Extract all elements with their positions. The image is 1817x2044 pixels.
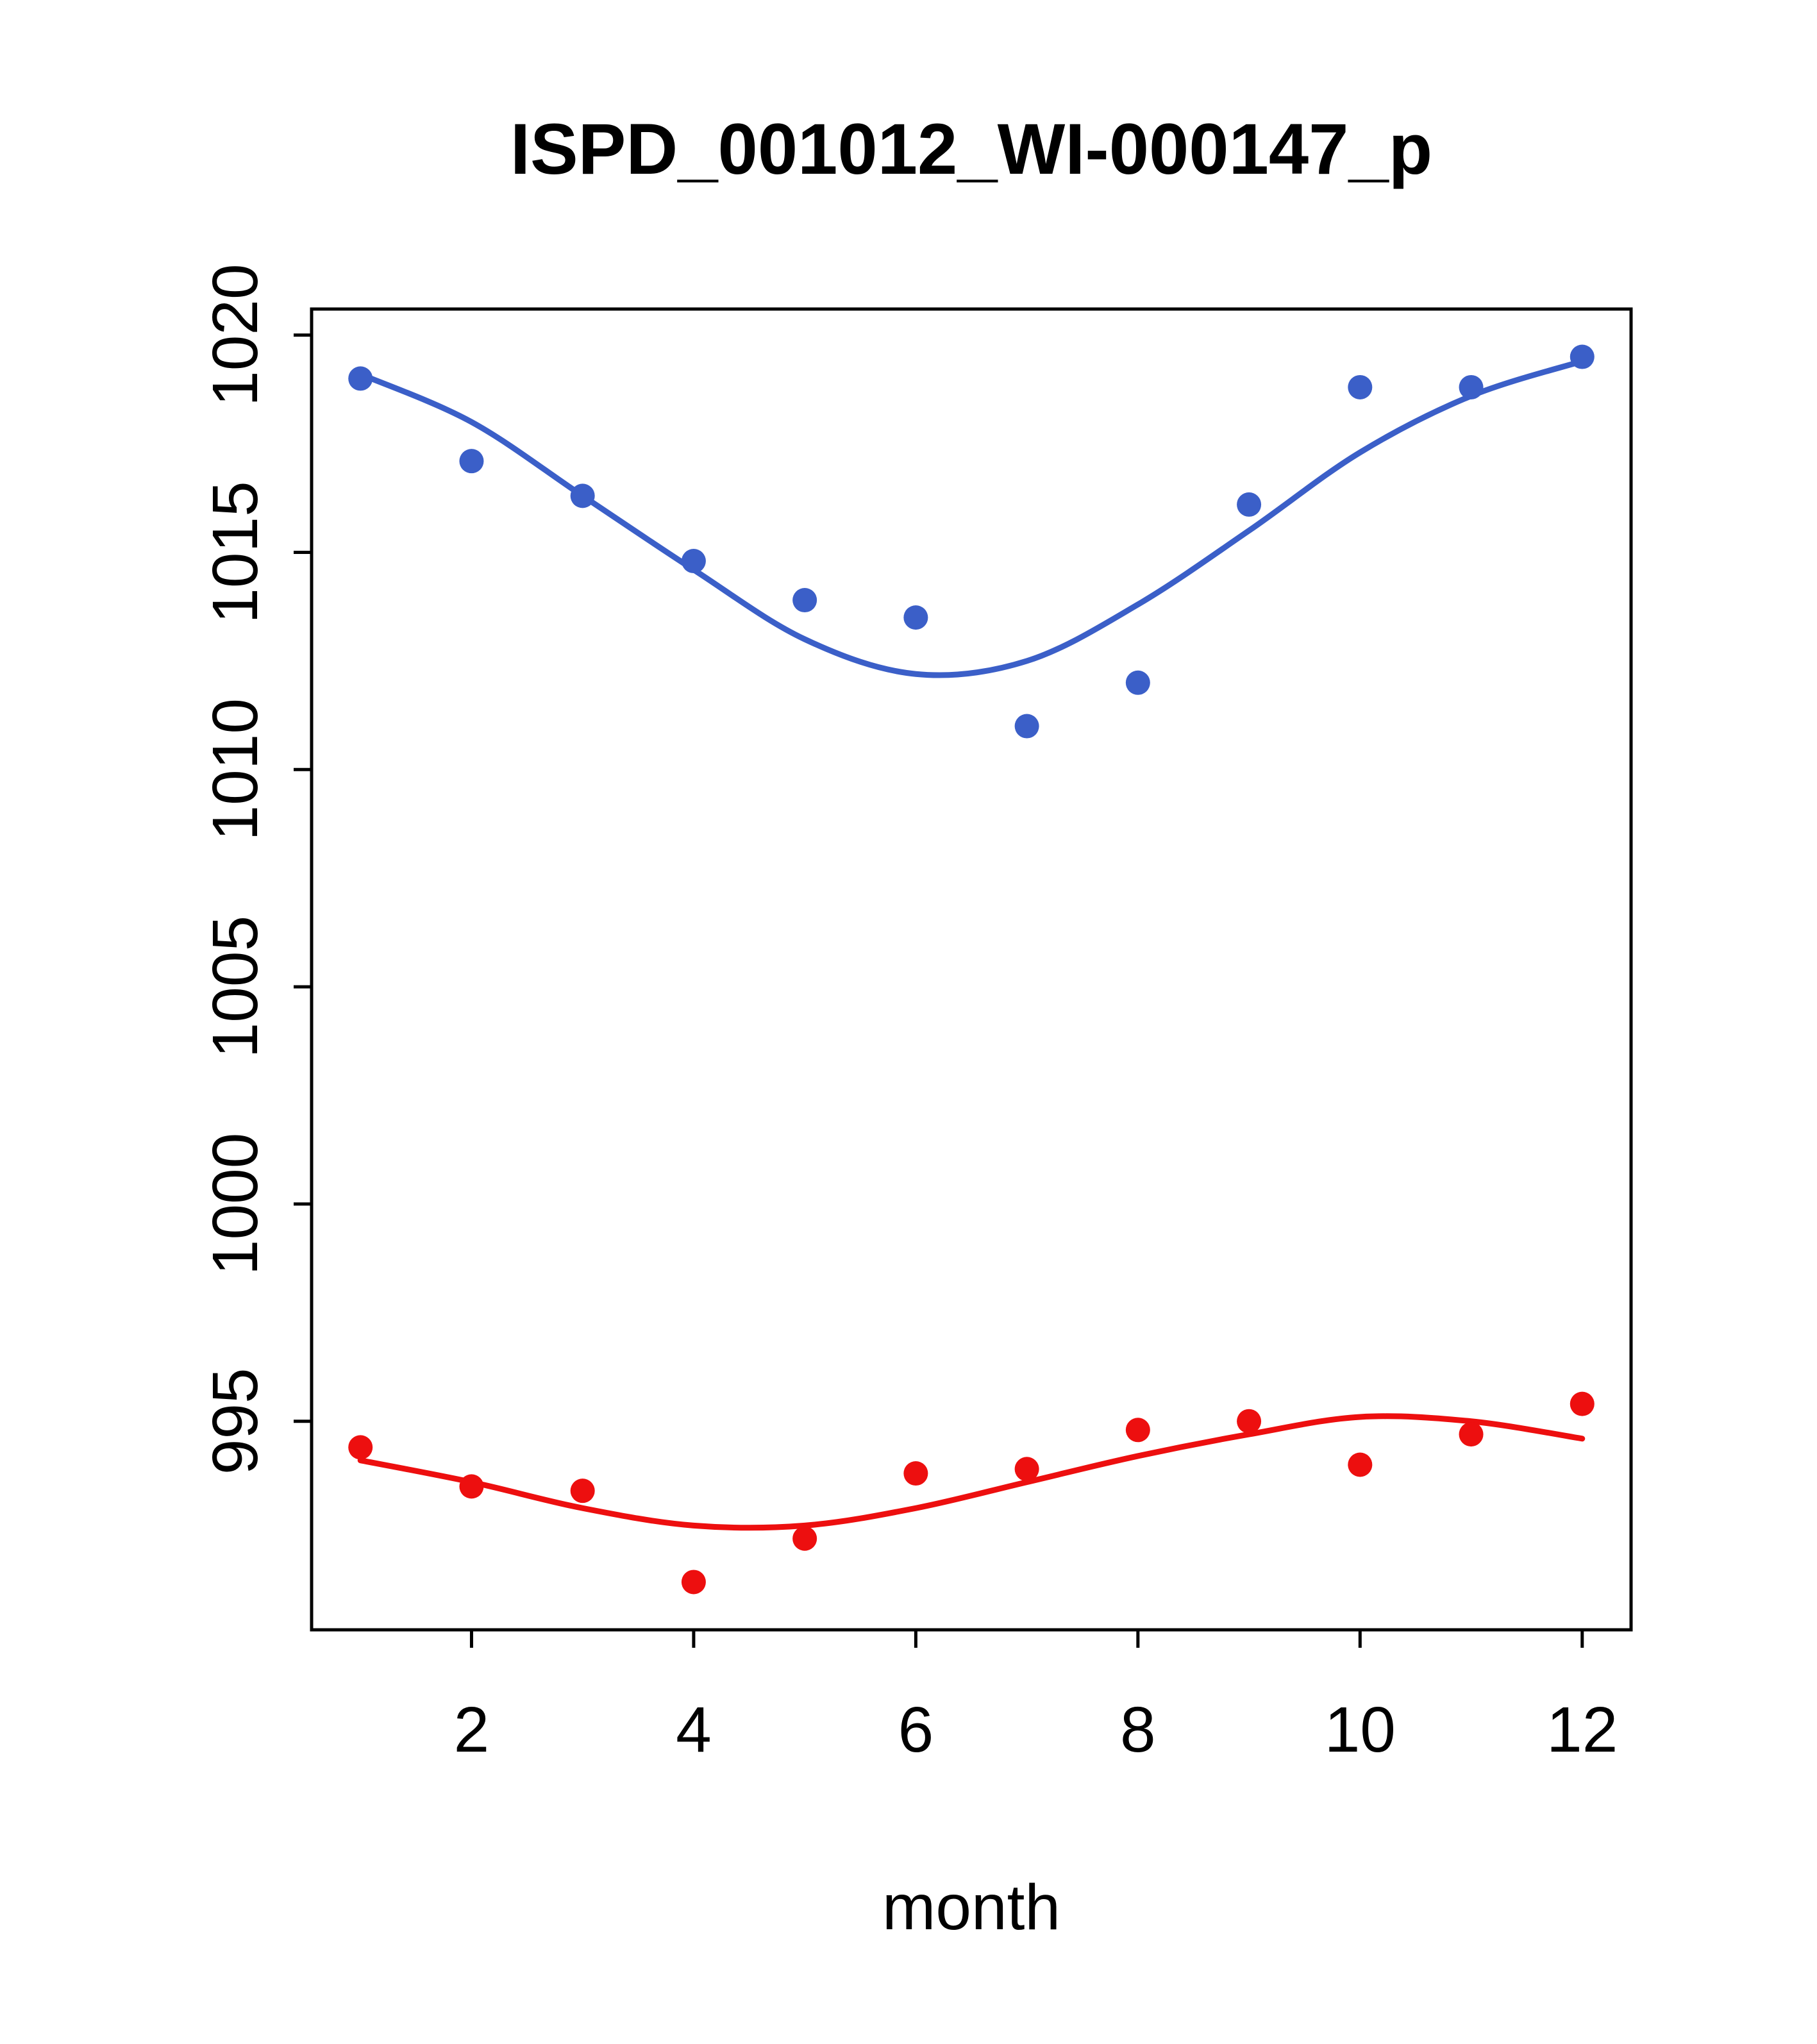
y-tick-label: 995 — [199, 1368, 271, 1475]
blue-points-marker — [1459, 374, 1484, 399]
blue-points-marker — [570, 483, 595, 508]
red-points-marker — [1459, 1422, 1484, 1447]
y-tick-label: 1005 — [199, 916, 271, 1058]
red-points-marker — [792, 1526, 817, 1551]
x-tick-label: 6 — [898, 1694, 934, 1766]
blue-points-marker — [792, 588, 817, 613]
y-tick-label: 1000 — [199, 1133, 271, 1275]
blue-points-marker — [903, 605, 928, 630]
red-points-marker — [903, 1461, 928, 1486]
y-tick-label: 1020 — [199, 264, 271, 406]
blue-points-marker — [459, 449, 484, 474]
red-points-marker — [1125, 1418, 1150, 1443]
x-axis-label: month — [882, 1872, 1060, 1943]
red-points-marker — [570, 1479, 595, 1504]
blue-points-marker — [1237, 492, 1262, 517]
blue-points-marker — [681, 549, 706, 574]
red-points-marker — [681, 1570, 706, 1595]
red-points-marker — [1570, 1391, 1595, 1416]
chart-title: ISPD_001012_WI-000147_p — [510, 109, 1433, 189]
x-tick-label: 2 — [454, 1694, 490, 1766]
red-points-marker — [1014, 1457, 1039, 1482]
blue-points-marker — [1014, 714, 1039, 739]
blue-points-marker — [348, 366, 373, 391]
red-points-marker — [348, 1435, 373, 1460]
blue-points-marker — [1348, 374, 1373, 399]
plot-box — [310, 307, 1633, 1632]
x-tick-label: 10 — [1325, 1694, 1396, 1766]
red-points-marker — [1348, 1452, 1373, 1477]
red-points-marker — [1237, 1409, 1262, 1434]
blue-points-marker — [1125, 670, 1150, 695]
x-tick-label: 8 — [1120, 1694, 1156, 1766]
red-smooth-line — [357, 1413, 1586, 1531]
y-tick-label: 1015 — [199, 481, 271, 623]
y-tick-label: 1010 — [199, 698, 271, 841]
red-points-marker — [459, 1474, 484, 1499]
blue-smooth-line — [357, 358, 1586, 678]
blue-points-marker — [1570, 344, 1595, 369]
x-tick-label: 4 — [676, 1694, 712, 1766]
x-tick-label: 12 — [1546, 1694, 1618, 1766]
